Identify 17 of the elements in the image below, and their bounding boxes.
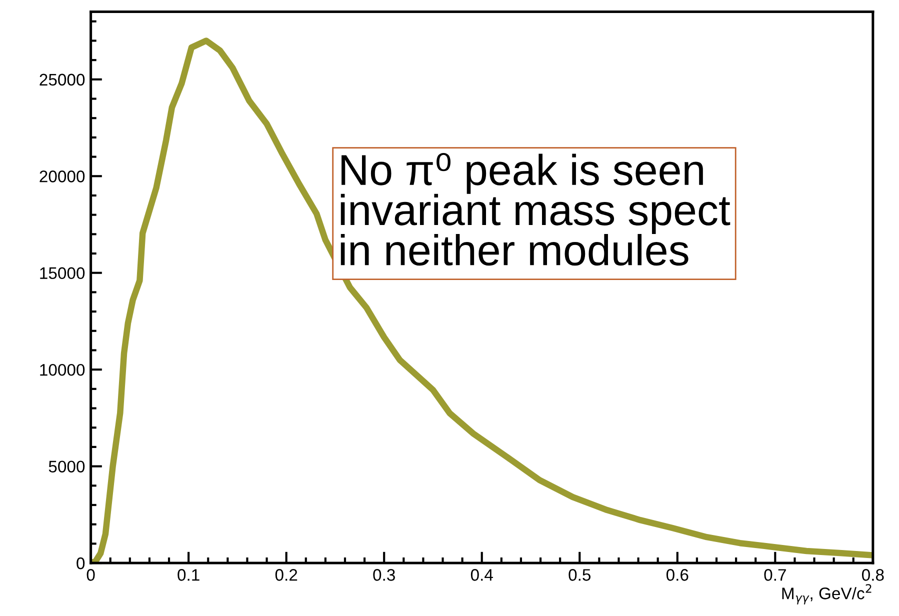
y-tick-label: 20000 [40, 170, 85, 182]
y-tick-label: 15000 [40, 267, 85, 280]
x-tick-label: 0.7 [764, 569, 786, 581]
x-tick-label: 0.1 [178, 569, 200, 581]
x-axis-title: M$_{γγ}$, GeV/c$^{2}$ [782, 584, 872, 604]
y-tick-label: 25000 [40, 74, 85, 86]
y-tick-label: 0 [76, 557, 85, 570]
y-tick-label: 10000 [40, 364, 85, 376]
annotation: No π⁰ peak is seen invariant mass spect in neither modules [340, 152, 730, 266]
y-tick-label: 5000 [48, 460, 85, 473]
x-tick-label: 0.6 [666, 569, 688, 581]
x-tick-label: 0.2 [275, 569, 298, 581]
x-tick-label: 0.3 [373, 569, 395, 581]
x-tick-label: 0 [86, 569, 95, 581]
x-tick-label: 0.5 [568, 569, 591, 581]
x-tick-label: 0.8 [862, 569, 884, 581]
x-tick-label: 0.4 [470, 569, 493, 581]
